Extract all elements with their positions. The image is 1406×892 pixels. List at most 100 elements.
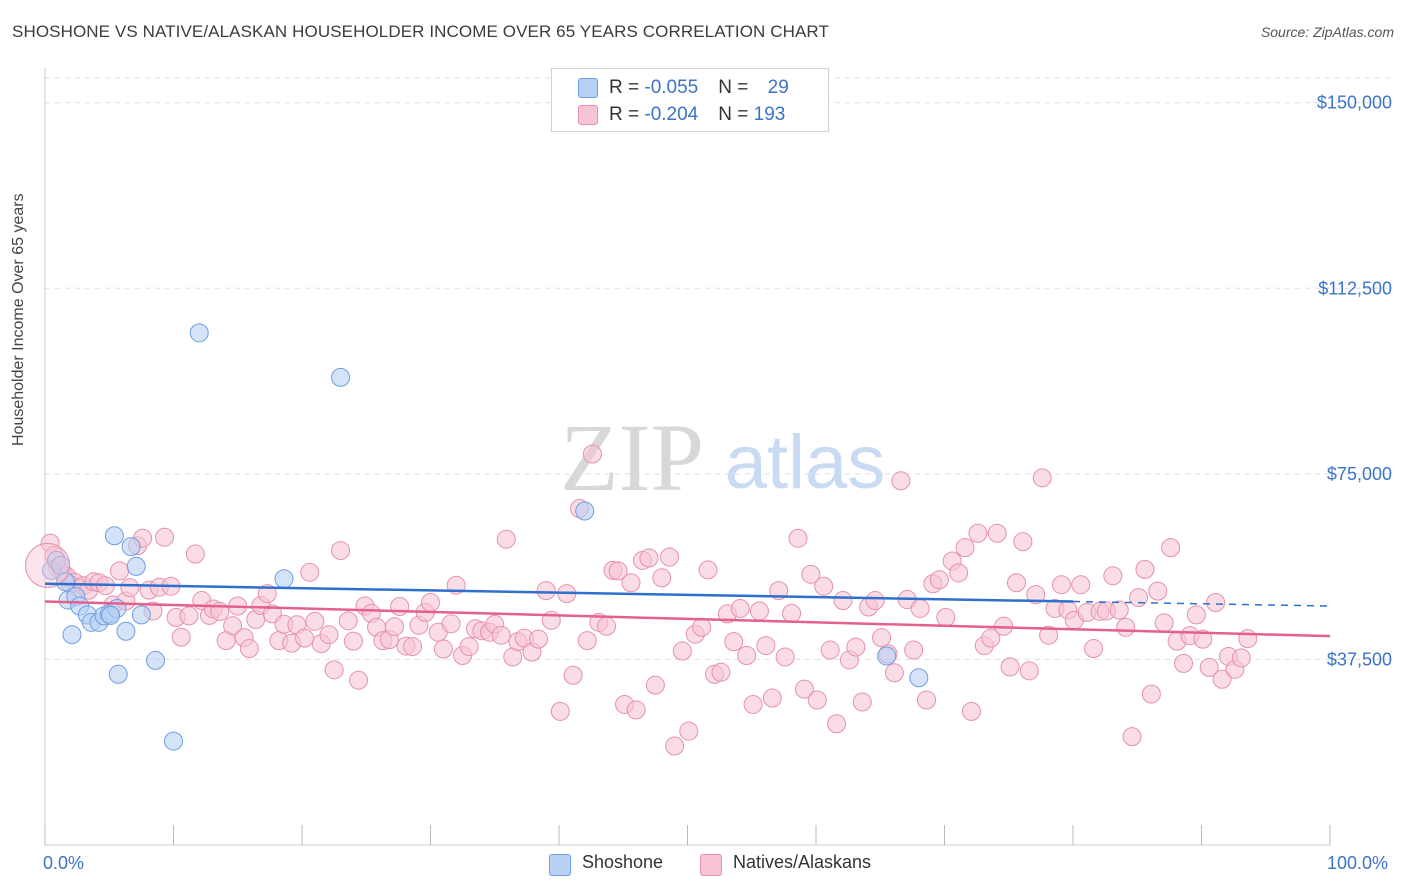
natives-point [1135,559,1155,579]
y-tick-label: $112,500 [1318,278,1392,298]
natives-point [724,632,744,652]
legend-r-label: R = [609,77,645,98]
natives-point [528,629,548,649]
legend-swatch-natives [578,105,598,125]
shoshone-point [274,569,294,589]
natives-point [737,645,757,665]
natives-point [814,576,834,596]
natives-point [1084,639,1104,659]
natives-point [891,471,911,491]
shoshone-point [56,572,76,592]
natives-point [1026,585,1046,605]
natives-point [1129,588,1149,608]
natives-point [179,606,199,626]
shoshone-point [108,664,128,684]
legend-n-value: 193 [753,104,786,125]
legend-n-label: N = [718,104,754,125]
natives-point [692,617,712,637]
x-tick-max: 100.0% [1327,853,1389,873]
natives-point [433,639,453,659]
natives-point [865,591,885,611]
natives-point [698,560,718,580]
axes [44,68,1331,846]
source-credit: Source: ZipAtlas.com [1260,24,1394,40]
natives-point [1154,613,1174,633]
natives-point [955,538,975,558]
natives-point [801,564,821,584]
natives-point [846,637,866,657]
natives-point [1013,532,1033,552]
natives-point [1141,684,1161,704]
natives-point [1193,629,1213,649]
natives-point [1116,617,1136,637]
y-tick-label: $37,500 [1327,649,1392,669]
natives-point [639,548,659,568]
data-points [25,323,1258,756]
natives-point [1206,593,1226,613]
natives-point [910,598,930,618]
natives-point [794,679,814,699]
natives-point [25,542,71,588]
natives-point [679,721,699,741]
natives-point [324,660,344,680]
natives-point [1051,575,1071,595]
shoshone-point [575,501,595,521]
natives-point [1019,661,1039,681]
natives-point [645,675,665,695]
natives-point [385,617,405,637]
natives-point [331,541,351,561]
natives-point [496,529,516,549]
y-tick-label: $75,000 [1327,464,1392,484]
bottom-legend-swatch-natives [700,854,722,876]
natives-point [743,694,763,714]
legend-row-natives: R = -0.204 N = 193 [552,101,828,127]
natives-point [239,639,259,659]
natives-point [577,631,597,651]
natives-point [929,570,949,590]
natives-point [711,662,731,682]
bottom-legend-label-shoshone: Shoshone [582,852,664,872]
natives-point [171,627,191,647]
natives-point [441,614,461,634]
natives-point [1174,653,1194,673]
shoshone-point [189,323,209,343]
watermark-zip: ZIP [560,404,704,511]
natives-point [807,690,827,710]
natives-point [536,581,556,601]
natives-point [343,631,363,651]
natives-point [608,561,628,581]
shoshone-point [146,650,166,670]
natives-point [300,562,320,582]
natives-point [1148,581,1168,601]
natives-point [665,736,685,756]
natives-point [987,523,1007,543]
natives-point [1039,625,1059,645]
watermark-atlas: atlas [725,420,886,505]
natives-point [1000,657,1020,677]
legend-row-shoshone: R = -0.055 N = 29 [552,74,828,100]
natives-point [917,690,937,710]
natives-point [319,625,339,645]
natives-point [762,688,782,708]
y-axis-label: Householder Income Over 65 years [10,193,27,446]
natives-point [949,563,969,583]
natives-point [459,637,479,657]
natives-point [827,714,847,734]
natives-point [852,692,872,712]
shoshone-point [164,731,183,751]
legend-n-value: 29 [767,77,789,98]
natives-point [672,641,692,661]
shoshone-point [331,367,351,387]
natives-point [185,544,205,564]
natives-point [1199,657,1219,677]
natives-point [349,670,369,690]
natives-point [775,647,795,667]
natives-point [652,568,672,588]
shoshone-point [104,526,124,546]
natives-point [1109,600,1129,620]
natives-point [338,611,358,631]
natives-point [491,625,511,645]
gridlines [45,77,1392,660]
shoshone-point [909,668,929,688]
